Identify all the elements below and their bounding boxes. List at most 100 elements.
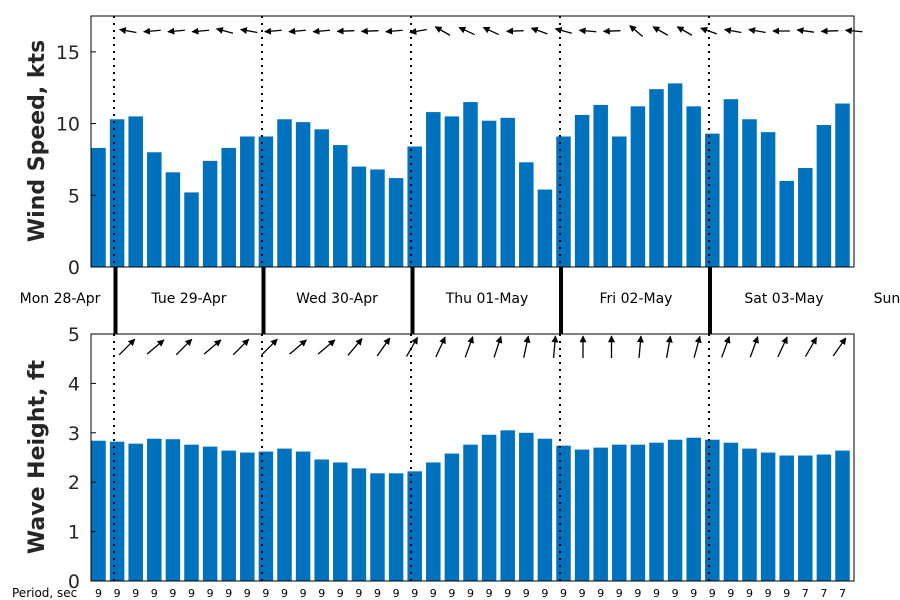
wind-direction-arrow — [578, 27, 597, 35]
wave-direction-arrow — [232, 338, 250, 356]
day-label: Mon 28-Apr — [20, 291, 101, 307]
day-label: Fri 02-May — [600, 291, 673, 307]
wave-bar — [667, 439, 683, 581]
wind-bar — [723, 99, 739, 267]
wind-bar — [333, 145, 348, 267]
wave-direction-arrow — [175, 338, 193, 356]
wind-y-axis-label: Wind Speed, kts — [25, 40, 50, 242]
day-label: Sun — [874, 291, 900, 307]
wind-bar — [91, 147, 106, 267]
wind-bar — [667, 83, 683, 267]
wind-y-tick-label: 5 — [68, 185, 80, 207]
period-value: 9 — [300, 587, 307, 600]
wind-bar — [407, 146, 422, 267]
wave-bar — [147, 438, 162, 581]
wind-bar — [202, 160, 218, 267]
wave-direction-arrow — [289, 339, 307, 355]
wave-height-panel: 0 1 2 3 4 5 Wave Height, ft — [25, 324, 855, 593]
wind-direction-arrow — [215, 27, 234, 34]
period-value: 9 — [746, 587, 753, 600]
period-value: 9 — [393, 587, 400, 600]
wind-bar — [574, 114, 590, 267]
period-value: 9 — [374, 587, 381, 600]
wind-direction-arrow — [723, 27, 742, 35]
wind-bar — [742, 119, 757, 267]
wave-direction-arrow — [721, 336, 731, 358]
wind-bar — [705, 133, 720, 267]
wave-direction-arrow — [405, 336, 419, 357]
period-value: 9 — [281, 587, 288, 600]
wind-bar — [686, 106, 701, 267]
wind-bar — [630, 106, 646, 267]
wave-direction-arrow — [317, 339, 336, 355]
wave-bar — [314, 459, 329, 581]
wind-bar — [165, 172, 181, 267]
period-value: 9 — [765, 587, 772, 600]
period-value: 9 — [504, 587, 511, 600]
wave-bar — [370, 473, 385, 581]
wind-direction-arrow — [191, 27, 210, 35]
wind-bar — [426, 112, 441, 268]
wave-bar — [779, 455, 794, 581]
wave-bar — [463, 444, 478, 581]
wind-direction-arrow — [434, 26, 451, 36]
wind-direction-arrow — [239, 27, 258, 35]
period-value: 9 — [523, 587, 530, 600]
wind-y-tick-label: 10 — [56, 114, 80, 136]
wind-bar — [519, 162, 534, 267]
wave-bar — [835, 450, 850, 581]
wind-bar — [184, 192, 199, 267]
wind-bar — [388, 178, 404, 267]
wave-y-tick-label: 2 — [68, 472, 80, 494]
period-value: 9 — [114, 587, 121, 600]
period-value: 9 — [467, 587, 474, 600]
wind-direction-arrow — [118, 27, 137, 35]
wind-direction-arrow — [143, 27, 161, 35]
period-value: 9 — [597, 587, 604, 600]
wind-bar — [277, 119, 292, 267]
wave-bar — [165, 439, 181, 581]
period-value: 9 — [653, 587, 660, 600]
wave-bar — [444, 453, 460, 581]
wind-bar — [835, 103, 850, 268]
wind-direction-arrows — [118, 25, 863, 37]
day-labels: Mon 28-Apr Tue 29-Apr Wed 30-Apr Thu 01-May… — [20, 291, 900, 307]
wind-bar — [258, 136, 274, 267]
wind-plot-border — [90, 15, 855, 268]
wind-direction-arrow — [458, 26, 475, 36]
period-value: 9 — [541, 587, 548, 600]
wave-bar — [295, 451, 311, 581]
wave-bar — [388, 473, 404, 581]
wind-bar — [612, 136, 627, 267]
wave-direction-arrow — [551, 335, 559, 359]
wind-bar — [760, 132, 776, 267]
period-value: 9 — [616, 587, 623, 600]
wind-y-axis-ticks: 0 5 10 15 — [56, 42, 96, 279]
period-value: 9 — [634, 587, 641, 600]
wind-bar — [109, 119, 125, 267]
wave-y-tick-label: 0 — [68, 571, 80, 593]
period-value: 7 — [820, 587, 827, 600]
period-value: 9 — [151, 587, 158, 600]
wave-direction-arrow — [347, 338, 363, 356]
wave-bar — [351, 468, 367, 581]
period-value: 9 — [579, 587, 586, 600]
wind-direction-arrow — [167, 27, 185, 35]
wave-y-axis-label: Wave Height, ft — [25, 359, 50, 554]
wave-direction-arrow — [376, 337, 391, 357]
period-value: 9 — [709, 587, 716, 600]
day-band-dividers — [113, 267, 712, 334]
wave-bar — [481, 434, 497, 581]
wave-bar — [500, 430, 515, 581]
wind-direction-arrow — [288, 27, 306, 35]
wind-bar — [500, 117, 515, 267]
wave-bar — [556, 445, 571, 581]
wave-bar — [593, 447, 608, 581]
wave-y-tick-label: 4 — [68, 373, 80, 395]
wave-bar — [630, 444, 646, 581]
wave-bar — [649, 442, 664, 581]
period-value: 9 — [262, 587, 269, 600]
wave-direction-arrow — [435, 336, 446, 358]
wind-bar — [593, 104, 608, 267]
